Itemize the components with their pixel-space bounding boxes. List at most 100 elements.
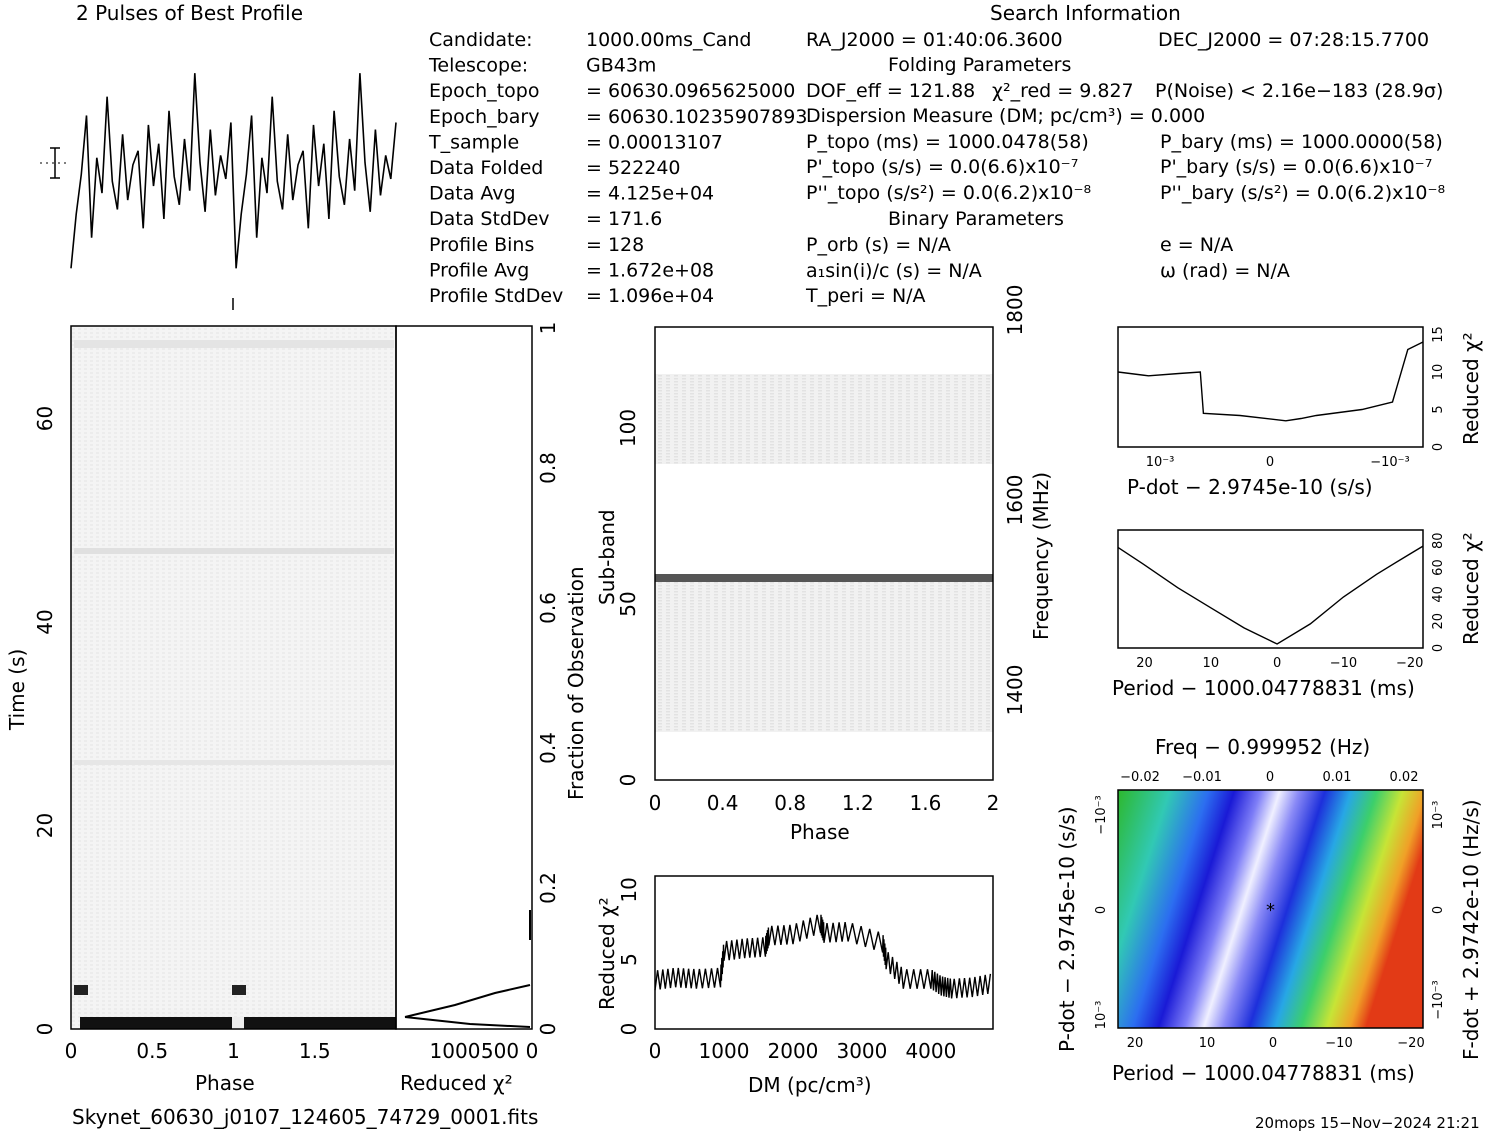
- omega-value: ω (rad) = N/A: [1160, 260, 1290, 282]
- info-value: = 171.6: [586, 208, 662, 230]
- period-xlabel: Period − 1000.04778831 (ms): [1112, 676, 1415, 700]
- subband-image-lower: [655, 582, 993, 732]
- dm-xtick: 4000: [905, 1039, 956, 1063]
- ppdot-xlabel: Period − 1000.04778831 (ms): [1112, 1061, 1415, 1085]
- ppdot-y2label: F-dot + 2.9742e-10 (Hz/s): [1459, 799, 1483, 1060]
- ppdot-y2tick: −10⁻³: [1431, 980, 1446, 1020]
- period-ytick: 60: [1431, 559, 1446, 576]
- cf-xtick: 500: [481, 1039, 519, 1063]
- chi2-fraction-line-2: [404, 1016, 531, 1028]
- pnoise-value: P(Noise) < 2.16e−183 (28.9σ): [1155, 80, 1443, 102]
- subband-image-upper: [655, 374, 993, 464]
- dm-ytick: 5: [617, 953, 641, 966]
- info-label: Data Avg: [429, 183, 516, 205]
- info-right-columns: RA_J2000 = 01:40:06.3600 DEC_J2000 = 07:…: [805, 29, 1445, 307]
- pbary-value: P_bary (ms) = 1000.0000(58): [1160, 131, 1443, 153]
- sb-xtick: 2: [987, 791, 1000, 815]
- period-xtick: −20: [1396, 656, 1423, 671]
- tp-ytick: 20: [33, 813, 57, 838]
- time-phase-plot: 0 0.5 1 1.5 0 20 40 60 Phase Time (s): [5, 325, 397, 1095]
- cf-ylabel: Fraction of Observation: [564, 566, 588, 800]
- dm-xtick: 1000: [699, 1039, 750, 1063]
- cf-ytick: 1: [536, 322, 560, 335]
- info-label: T_sample: [428, 131, 519, 153]
- subband-phase-plot: 0 0.4 0.8 1.2 1.6 2 0 50 100 1400 1600 1800 Phase S…: [595, 285, 1053, 844]
- tp-xtick: 1.5: [299, 1039, 331, 1063]
- pdot-ytick: 0: [1431, 443, 1446, 451]
- ppdot-ytick: 10⁻³: [1094, 1001, 1109, 1030]
- cf-ytick: 0.4: [536, 732, 560, 764]
- info-value: = 522240: [586, 157, 681, 179]
- tp-ytick: 40: [33, 609, 57, 634]
- tp-ytick: 0: [33, 1023, 57, 1036]
- info-value: = 1.096e+04: [586, 285, 714, 307]
- pddbary-value: P''_bary (s/s²) = 0.0(6.2)x10⁻⁸: [1160, 182, 1445, 204]
- sb-y2tick: 1400: [1003, 665, 1027, 716]
- pdot-xtick: 10⁻³: [1146, 455, 1175, 470]
- time-phase-image: [71, 326, 396, 1029]
- info-value: = 1.672e+08: [586, 259, 714, 281]
- dm-ytick: 0: [617, 1023, 641, 1036]
- dm-ylabel: Reduced χ²: [595, 897, 619, 1010]
- a1-value: a₁sin(i)/c (s) = N/A: [806, 260, 982, 282]
- ptopo-value: P_topo (ms) = 1000.0478(58): [806, 131, 1089, 153]
- pddtopo-value: P''_topo (s/s²) = 0.0(6.2)x10⁻⁸: [806, 182, 1091, 204]
- period-ytick: 20: [1431, 613, 1446, 630]
- tp-xtick: 1: [227, 1039, 240, 1063]
- dm-value: Dispersion Measure (DM; pc/cm³) = 0.000: [806, 105, 1205, 127]
- info-value: GB43m: [586, 55, 656, 77]
- period-xtick: 20: [1136, 656, 1153, 671]
- sb-xtick: 0.8: [774, 791, 806, 815]
- cf-ytick: 0.6: [536, 592, 560, 624]
- info-value: = 60630.10235907893: [586, 106, 807, 128]
- ppdot-y2tick: 0: [1431, 906, 1446, 914]
- period-ytick: 40: [1431, 586, 1446, 603]
- sb-y2tick: 1800: [1003, 285, 1027, 336]
- ppdot-heatmap: [1118, 790, 1423, 1028]
- sb-ytick: 100: [616, 409, 640, 447]
- info-label: Epoch_topo: [429, 80, 539, 102]
- ppdot-x2tick: −0.02: [1120, 770, 1160, 785]
- ppdot-xtick: −10: [1325, 1036, 1352, 1051]
- ppdot-xtick: 10: [1199, 1036, 1216, 1051]
- period-xtick: 10: [1203, 656, 1220, 671]
- info-label: Data Folded: [429, 157, 543, 179]
- info-label: Telescope:: [428, 55, 528, 77]
- ppdot-y2tick: 10⁻³: [1431, 801, 1446, 830]
- period-plot: 20 10 0 −10 −20 0 20 40 60 80 Period − 1000.04778…: [1112, 529, 1483, 700]
- dm-ytick: 10: [617, 877, 641, 902]
- dm-xtick: 3000: [836, 1039, 887, 1063]
- pdot-ylabel: Reduced χ²: [1459, 332, 1483, 445]
- info-value: = 128: [586, 234, 644, 256]
- dm-xtick: 0: [649, 1039, 662, 1063]
- sb-y2tick: 1600: [1003, 475, 1027, 526]
- ecc-value: e = N/A: [1160, 234, 1233, 256]
- pdot-ytick: 10: [1431, 364, 1446, 381]
- profile-title: 2 Pulses of Best Profile: [76, 1, 303, 25]
- pdot-ytick: 5: [1431, 405, 1446, 413]
- ppdot-title: Freq − 0.999952 (Hz): [1155, 735, 1370, 759]
- sb-ytick: 50: [616, 591, 640, 616]
- dec-value: DEC_J2000 = 07:28:15.7700: [1158, 29, 1429, 51]
- ppdot-x2tick: −0.01: [1182, 770, 1222, 785]
- ppdot-x2tick: 0.02: [1390, 770, 1419, 785]
- search-info-title: Search Information: [990, 1, 1181, 25]
- folding-title: Folding Parameters: [888, 54, 1071, 76]
- info-value: = 4.125e+04: [586, 183, 714, 205]
- dm-xtick: 2000: [768, 1039, 819, 1063]
- sb-y2label: Frequency (MHz): [1029, 472, 1053, 640]
- dof-value: DOF_eff = 121.88: [806, 80, 975, 102]
- pdot-xtick: −10⁻³: [1370, 455, 1410, 470]
- cf-ytick: 0.2: [536, 872, 560, 904]
- pdot-xlabel: P-dot − 2.9745e-10 (s/s): [1127, 475, 1373, 499]
- dm-chi2-plot: 0 1000 2000 3000 4000 0 5 10 DM (pc/cm³) Reduce…: [595, 875, 994, 1097]
- tp-ylabel: Time (s): [5, 649, 29, 731]
- pdot-xtick: 0: [1266, 455, 1274, 470]
- ppdot-xtick: 20: [1127, 1036, 1144, 1051]
- info-label: Epoch_bary: [429, 106, 539, 128]
- pdot-ytick: 15: [1431, 326, 1446, 343]
- ppdot-xtick: 0: [1269, 1036, 1277, 1051]
- sb-xtick: 0: [649, 791, 662, 815]
- binary-title: Binary Parameters: [888, 208, 1064, 230]
